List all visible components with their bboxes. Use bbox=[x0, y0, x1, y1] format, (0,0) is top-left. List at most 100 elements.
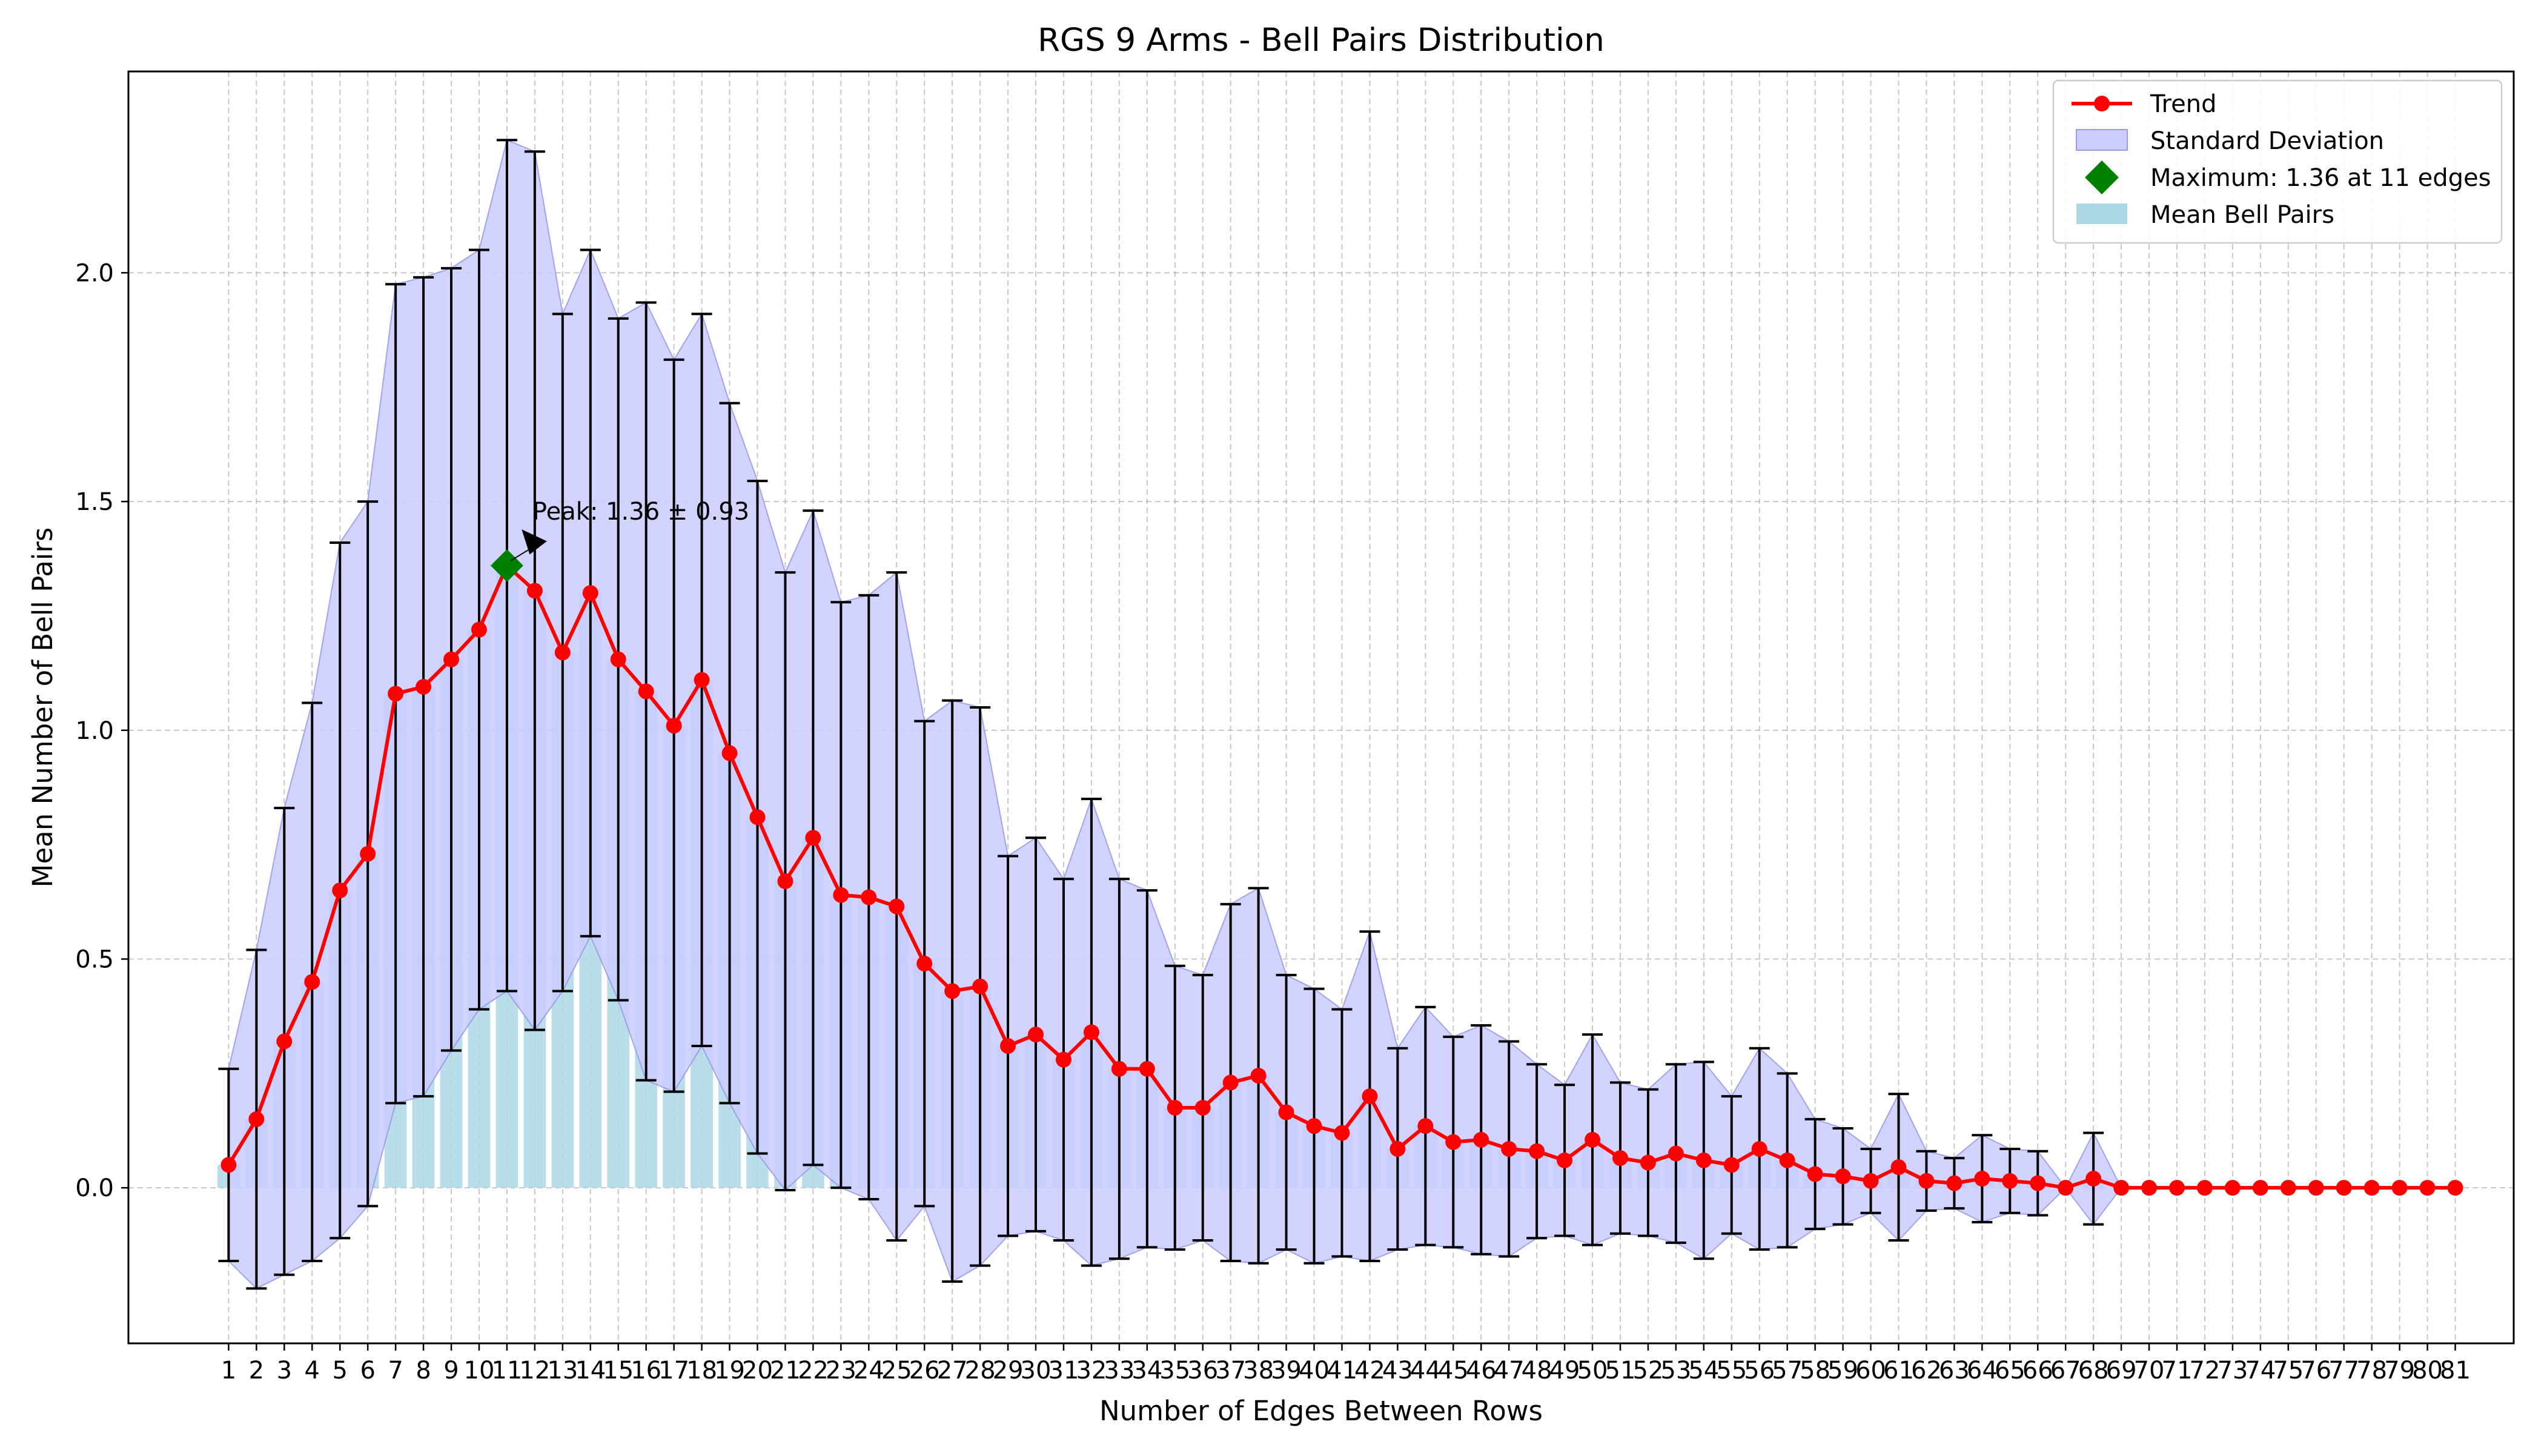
x-tick-label: 17 bbox=[658, 1357, 689, 1385]
x-tick-label: 54 bbox=[1688, 1357, 1719, 1385]
x-tick-label: 57 bbox=[1772, 1357, 1803, 1385]
x-tick-label: 30 bbox=[1021, 1357, 1052, 1385]
x-tick-label: 66 bbox=[2022, 1357, 2053, 1385]
x-tick-label: 75 bbox=[2273, 1357, 2304, 1385]
x-tick-label: 21 bbox=[770, 1357, 801, 1385]
trend-point bbox=[554, 644, 571, 661]
trend-point bbox=[2252, 1180, 2268, 1196]
trend-point bbox=[1612, 1150, 1628, 1166]
x-tick-label: 69 bbox=[2106, 1357, 2137, 1385]
x-tick-label: 41 bbox=[1327, 1357, 1357, 1385]
trend-point bbox=[2308, 1180, 2324, 1196]
x-tick-label: 19 bbox=[714, 1357, 745, 1385]
trend-point bbox=[1417, 1118, 1434, 1134]
x-tick-label: 5 bbox=[333, 1357, 348, 1385]
trend-point bbox=[1167, 1099, 1183, 1116]
x-tick-label: 9 bbox=[443, 1357, 459, 1385]
trend-point bbox=[944, 983, 961, 999]
trend-point bbox=[416, 679, 432, 695]
x-tick-label: 47 bbox=[1494, 1357, 1525, 1385]
trend-point bbox=[2030, 1175, 2046, 1191]
trend-point bbox=[889, 898, 905, 915]
trend-point bbox=[1055, 1051, 1072, 1068]
x-tick-label: 73 bbox=[2217, 1357, 2248, 1385]
trend-point bbox=[916, 956, 933, 972]
legend-std-swatch bbox=[2076, 129, 2128, 151]
x-tick-label: 55 bbox=[1716, 1357, 1747, 1385]
x-tick-label: 24 bbox=[853, 1357, 884, 1385]
trend-point bbox=[2280, 1180, 2296, 1196]
legend-label-mean: Mean Bell Pairs bbox=[2150, 201, 2334, 229]
x-tick-label: 50 bbox=[1577, 1357, 1608, 1385]
x-tick-label: 40 bbox=[1299, 1357, 1330, 1385]
trend-point bbox=[1835, 1168, 1851, 1185]
grid bbox=[128, 71, 2514, 1343]
x-tick-label: 63 bbox=[1939, 1357, 1970, 1385]
trend-point bbox=[1723, 1157, 1740, 1173]
x-tick-label: 28 bbox=[965, 1357, 996, 1385]
trend-point bbox=[833, 887, 849, 903]
trend-point bbox=[666, 718, 682, 734]
trend-point bbox=[1668, 1145, 1684, 1162]
x-tick-label: 34 bbox=[1131, 1357, 1162, 1385]
x-tick-label: 79 bbox=[2384, 1357, 2415, 1385]
y-tick-label: 1.5 bbox=[75, 488, 114, 516]
peak-annotation-arrow bbox=[510, 529, 547, 561]
trend-point bbox=[1194, 1099, 1211, 1116]
trend-point bbox=[471, 621, 487, 638]
trend-point bbox=[1807, 1166, 1823, 1182]
trend-point bbox=[749, 809, 766, 826]
y-tick-label: 2.0 bbox=[75, 259, 114, 287]
trend-point bbox=[2168, 1180, 2185, 1196]
trend-point bbox=[805, 830, 821, 846]
trend-point bbox=[1222, 1074, 1239, 1091]
axes: 1 2 3 4 5 6 7 8 9 1011121314151617181920212223242… bbox=[75, 259, 2471, 1385]
trend-point bbox=[582, 585, 598, 601]
trend-point bbox=[1139, 1061, 1155, 1077]
x-tick-label: 74 bbox=[2245, 1357, 2276, 1385]
trend-point bbox=[610, 651, 626, 667]
x-tick-label: 13 bbox=[547, 1357, 578, 1385]
trend-point bbox=[2196, 1180, 2213, 1196]
trend-point bbox=[1111, 1061, 1127, 1077]
trend-point bbox=[721, 745, 738, 761]
x-tick-label: 46 bbox=[1466, 1357, 1497, 1385]
x-tick-label: 10 bbox=[464, 1357, 495, 1385]
trend-point bbox=[1362, 1088, 1378, 1105]
x-tick-label: 12 bbox=[519, 1357, 550, 1385]
x-tick-label: 8 bbox=[416, 1357, 431, 1385]
x-tick-label: 64 bbox=[1967, 1357, 1998, 1385]
x-tick-label: 7 bbox=[388, 1357, 403, 1385]
trend-point bbox=[2085, 1171, 2102, 1187]
chart-title: RGS 9 Arms - Bell Pairs Distribution bbox=[1038, 22, 1605, 59]
x-tick-label: 43 bbox=[1382, 1357, 1413, 1385]
trend-point bbox=[1028, 1027, 1044, 1043]
trend-point bbox=[1890, 1159, 1907, 1176]
trend-point bbox=[526, 583, 543, 599]
x-tick-label: 25 bbox=[881, 1357, 912, 1385]
trend-point bbox=[1334, 1125, 1350, 1141]
x-tick-label: 78 bbox=[2356, 1357, 2387, 1385]
x-tick-label: 59 bbox=[1827, 1357, 1858, 1385]
x-tick-label: 32 bbox=[1076, 1357, 1107, 1385]
legend-mean-swatch bbox=[2076, 204, 2127, 224]
trend-point bbox=[360, 845, 376, 862]
x-tick-label: 52 bbox=[1632, 1357, 1663, 1385]
legend-maximum-marker bbox=[2085, 160, 2119, 194]
trend-point bbox=[1863, 1173, 1879, 1189]
x-tick-label: 11 bbox=[491, 1357, 522, 1385]
trend-point bbox=[1779, 1152, 1795, 1168]
x-axis-label: Number of Edges Between Rows bbox=[1099, 1395, 1543, 1427]
annotation-layer: Peak: 1.36 ± 0.93 bbox=[510, 498, 749, 561]
trend-point bbox=[2363, 1180, 2380, 1196]
x-tick-label: 53 bbox=[1660, 1357, 1691, 1385]
x-tick-label: 76 bbox=[2301, 1357, 2331, 1385]
x-tick-label: 81 bbox=[2440, 1357, 2471, 1385]
x-tick-label: 72 bbox=[2189, 1357, 2220, 1385]
trend-point bbox=[1278, 1104, 1294, 1120]
trend-point bbox=[777, 873, 793, 890]
legend-label-maximum: Maximum: 1.36 at 11 edges bbox=[2150, 164, 2491, 192]
trend-point bbox=[638, 683, 654, 700]
trend-point bbox=[2058, 1180, 2074, 1196]
